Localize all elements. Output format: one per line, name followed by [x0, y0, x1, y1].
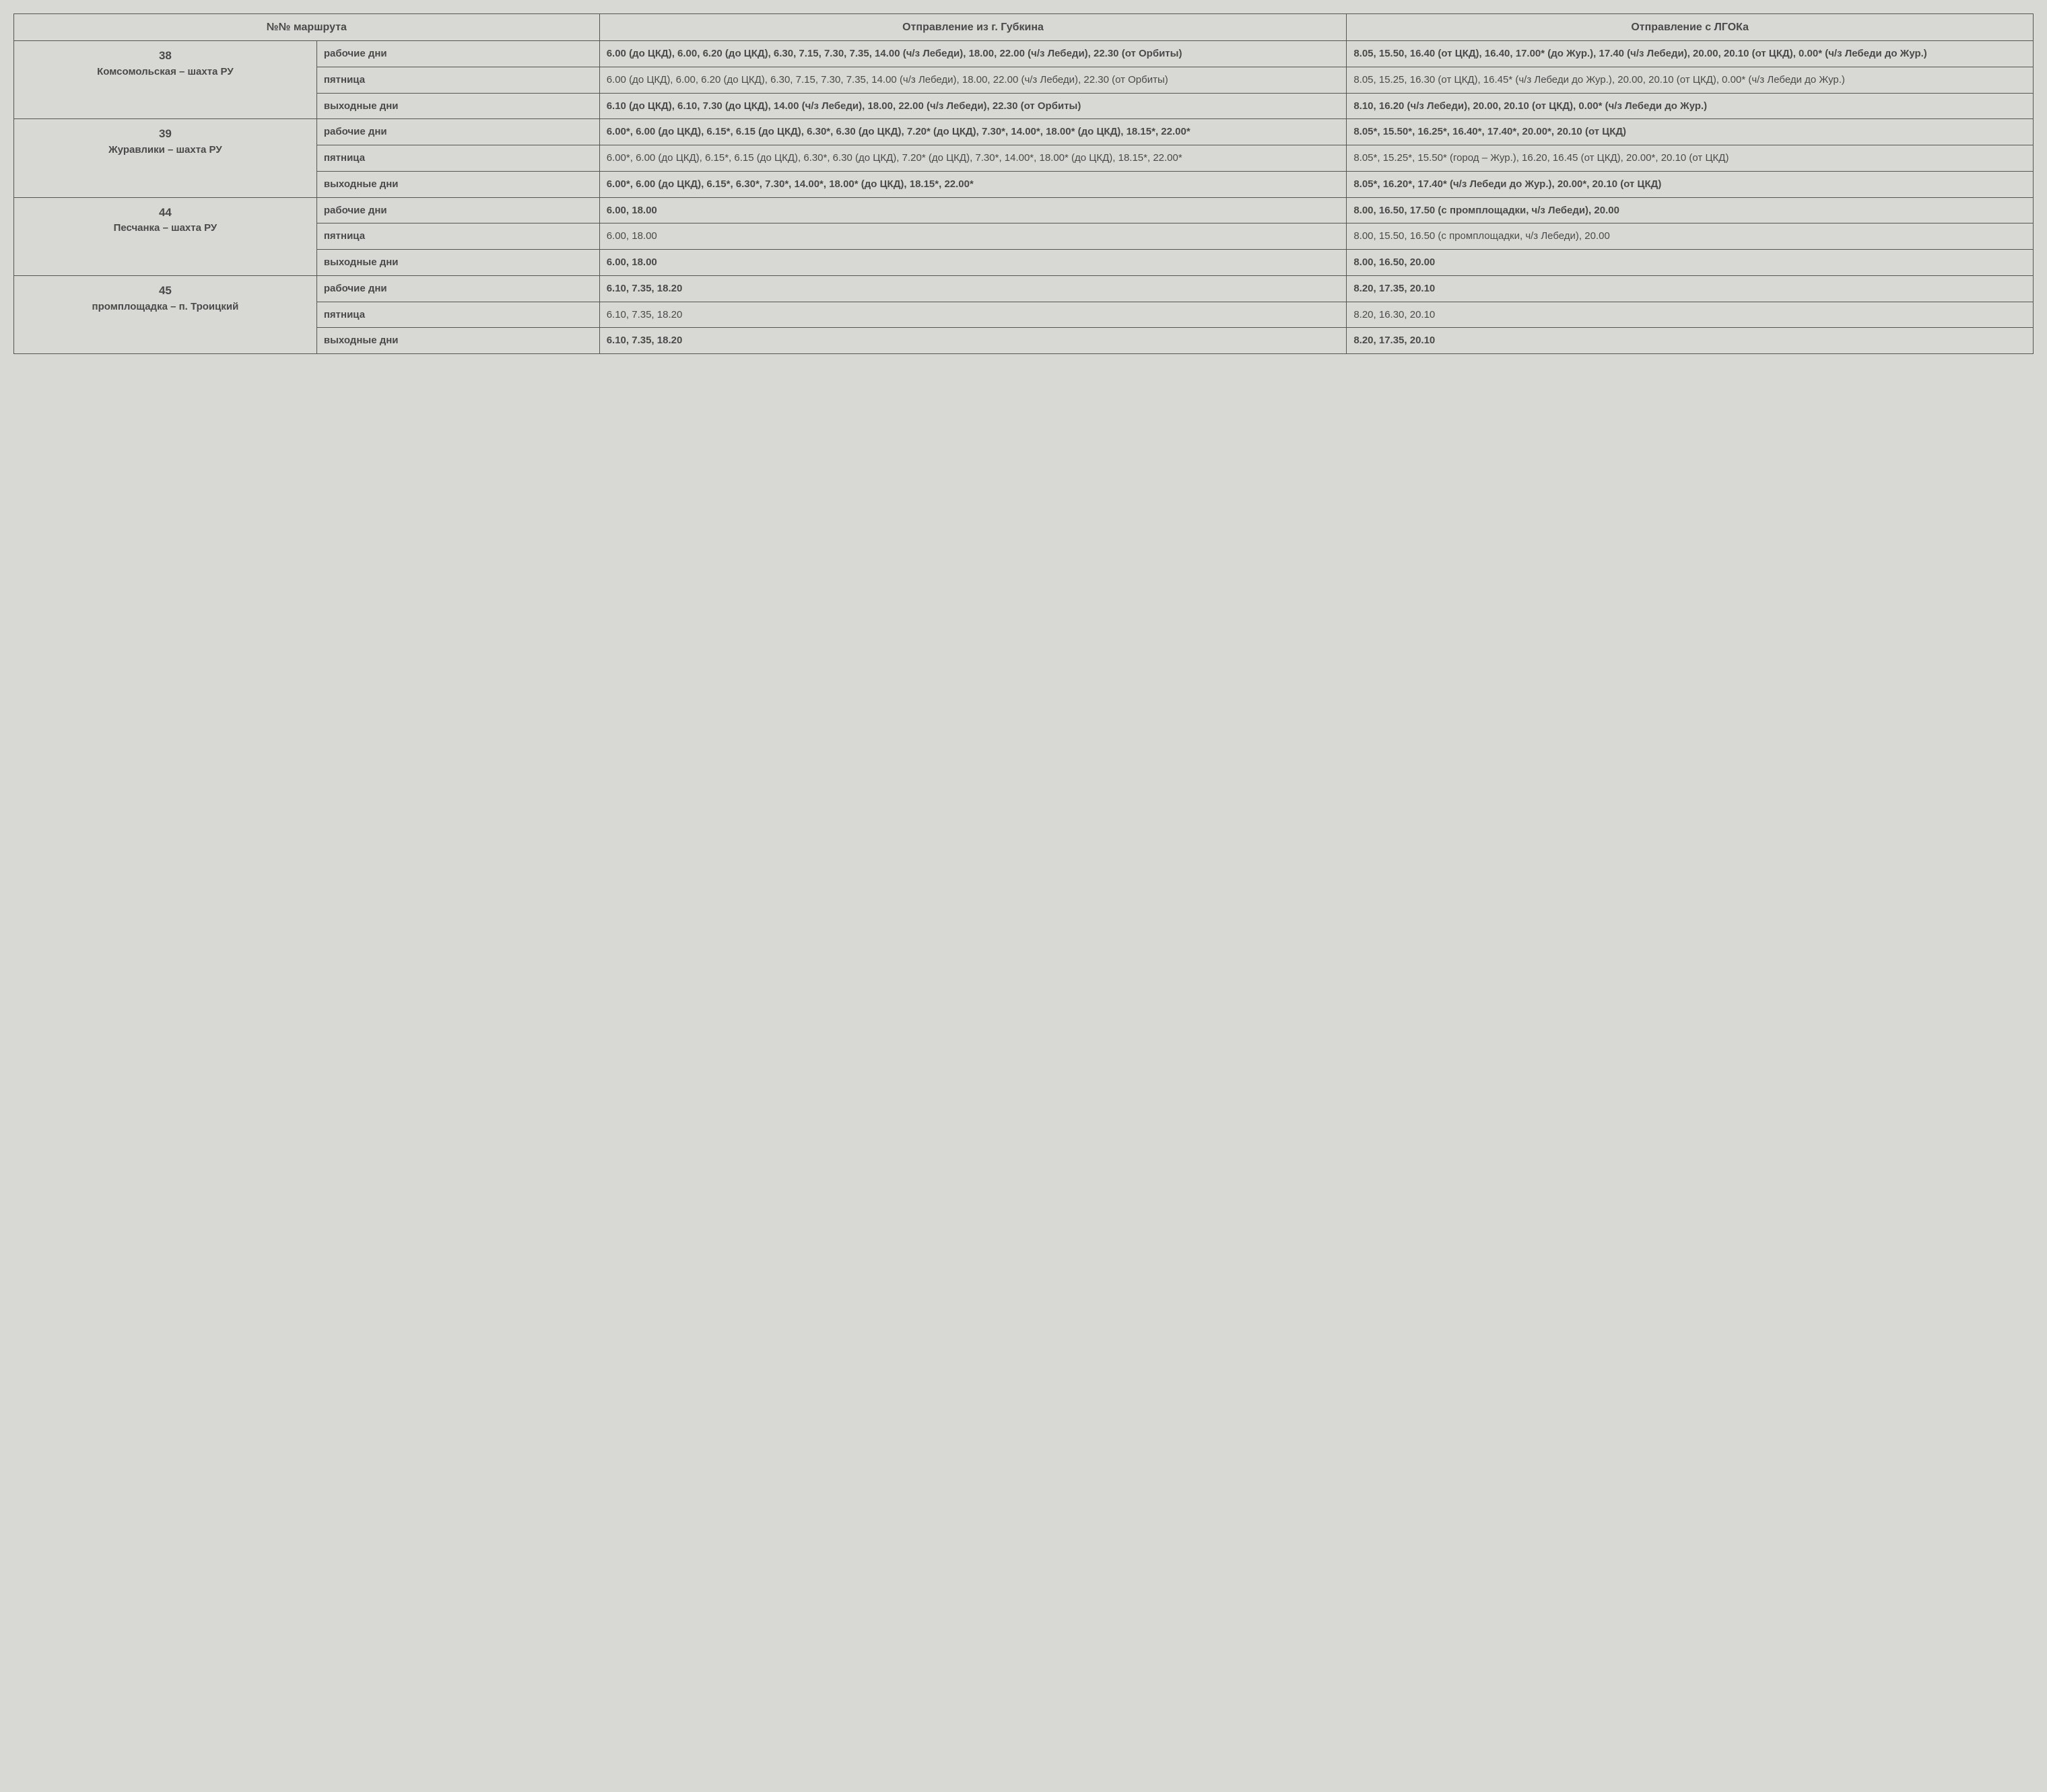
route-name: промплощадка – п. Троицкий: [21, 300, 310, 314]
departure-gubkin: 6.00, 18.00: [599, 223, 1347, 250]
table-row: выходные дни6.10 (до ЦКД), 6.10, 7.30 (д…: [14, 93, 2034, 119]
table-row: 44Песчанка – шахта РУрабочие дни6.00, 18…: [14, 197, 2034, 223]
departure-gubkin: 6.00 (до ЦКД), 6.00, 6.20 (до ЦКД), 6.30…: [599, 67, 1347, 93]
route-number: 38: [21, 48, 310, 65]
day-type: выходные дни: [316, 93, 599, 119]
departure-lgok: 8.05, 15.50, 16.40 (от ЦКД), 16.40, 17.0…: [1347, 41, 2034, 67]
departure-gubkin: 6.00*, 6.00 (до ЦКД), 6.15*, 6.15 (до ЦК…: [599, 119, 1347, 145]
day-type: пятница: [316, 302, 599, 328]
table-row: 39Журавлики – шахта РУрабочие дни6.00*, …: [14, 119, 2034, 145]
departure-lgok: 8.05*, 15.50*, 16.25*, 16.40*, 17.40*, 2…: [1347, 119, 2034, 145]
departure-lgok: 8.00, 15.50, 16.50 (с промплощадки, ч/з …: [1347, 223, 2034, 250]
departure-gubkin: 6.10, 7.35, 18.20: [599, 302, 1347, 328]
table-row: выходные дни6.00, 18.008.00, 16.50, 20.0…: [14, 250, 2034, 276]
day-type: выходные дни: [316, 171, 599, 197]
route-name: Песчанка – шахта РУ: [21, 221, 310, 236]
day-type: пятница: [316, 67, 599, 93]
header-dep-lgok: Отправление с ЛГОКа: [1347, 14, 2034, 41]
route-name: Комсомольская – шахта РУ: [21, 65, 310, 79]
table-row: выходные дни6.10, 7.35, 18.208.20, 17.35…: [14, 328, 2034, 354]
day-type: пятница: [316, 145, 599, 172]
route-cell: 44Песчанка – шахта РУ: [14, 197, 317, 275]
day-type: рабочие дни: [316, 275, 599, 302]
header-route: №№ маршрута: [14, 14, 600, 41]
departure-lgok: 8.20, 17.35, 20.10: [1347, 328, 2034, 354]
table-row: пятница6.10, 7.35, 18.208.20, 16.30, 20.…: [14, 302, 2034, 328]
timetable: №№ маршрута Отправление из г. Губкина От…: [13, 13, 2034, 354]
departure-lgok: 8.20, 17.35, 20.10: [1347, 275, 2034, 302]
route-number: 39: [21, 126, 310, 143]
day-type: рабочие дни: [316, 119, 599, 145]
departure-lgok: 8.00, 16.50, 17.50 (с промплощадки, ч/з …: [1347, 197, 2034, 223]
route-cell: 38Комсомольская – шахта РУ: [14, 41, 317, 119]
table-header: №№ маршрута Отправление из г. Губкина От…: [14, 14, 2034, 41]
route-number: 45: [21, 283, 310, 300]
table-body: 38Комсомольская – шахта РУрабочие дни6.0…: [14, 41, 2034, 354]
table-row: пятница6.00, 18.008.00, 15.50, 16.50 (с …: [14, 223, 2034, 250]
departure-gubkin: 6.10 (до ЦКД), 6.10, 7.30 (до ЦКД), 14.0…: [599, 93, 1347, 119]
departure-gubkin: 6.10, 7.35, 18.20: [599, 328, 1347, 354]
day-type: пятница: [316, 223, 599, 250]
departure-gubkin: 6.00*, 6.00 (до ЦКД), 6.15*, 6.15 (до ЦК…: [599, 145, 1347, 172]
day-type: рабочие дни: [316, 197, 599, 223]
departure-gubkin: 6.00 (до ЦКД), 6.00, 6.20 (до ЦКД), 6.30…: [599, 41, 1347, 67]
departure-lgok: 8.05, 15.25, 16.30 (от ЦКД), 16.45* (ч/з…: [1347, 67, 2034, 93]
table-row: пятница6.00*, 6.00 (до ЦКД), 6.15*, 6.15…: [14, 145, 2034, 172]
header-dep-gubkin: Отправление из г. Губкина: [599, 14, 1347, 41]
route-number: 44: [21, 205, 310, 221]
departure-gubkin: 6.00*, 6.00 (до ЦКД), 6.15*, 6.30*, 7.30…: [599, 171, 1347, 197]
table-row: 38Комсомольская – шахта РУрабочие дни6.0…: [14, 41, 2034, 67]
departure-gubkin: 6.00, 18.00: [599, 197, 1347, 223]
departure-lgok: 8.05*, 16.20*, 17.40* (ч/з Лебеди до Жур…: [1347, 171, 2034, 197]
departure-lgok: 8.00, 16.50, 20.00: [1347, 250, 2034, 276]
day-type: выходные дни: [316, 250, 599, 276]
departure-lgok: 8.10, 16.20 (ч/з Лебеди), 20.00, 20.10 (…: [1347, 93, 2034, 119]
departure-gubkin: 6.00, 18.00: [599, 250, 1347, 276]
route-cell: 39Журавлики – шахта РУ: [14, 119, 317, 197]
day-type: рабочие дни: [316, 41, 599, 67]
table-row: пятница6.00 (до ЦКД), 6.00, 6.20 (до ЦКД…: [14, 67, 2034, 93]
route-cell: 45промплощадка – п. Троицкий: [14, 275, 317, 353]
route-name: Журавлики – шахта РУ: [21, 143, 310, 158]
departure-lgok: 8.05*, 15.25*, 15.50* (город – Жур.), 16…: [1347, 145, 2034, 172]
departure-gubkin: 6.10, 7.35, 18.20: [599, 275, 1347, 302]
departure-lgok: 8.20, 16.30, 20.10: [1347, 302, 2034, 328]
table-row: выходные дни6.00*, 6.00 (до ЦКД), 6.15*,…: [14, 171, 2034, 197]
day-type: выходные дни: [316, 328, 599, 354]
table-row: 45промплощадка – п. Троицкийрабочие дни6…: [14, 275, 2034, 302]
